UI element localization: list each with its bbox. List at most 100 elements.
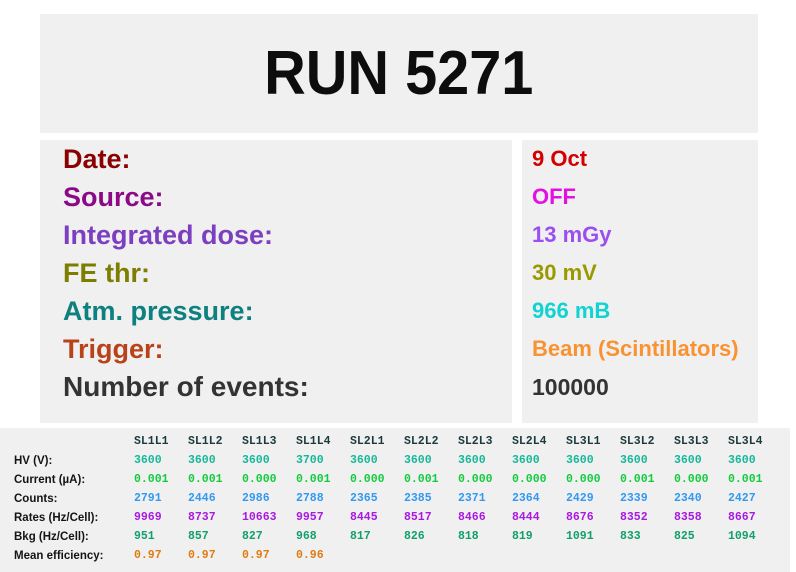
info-value-row-trigger: Beam (Scintillators) [532,330,758,368]
info-value-row-date: 9 Oct [532,140,758,178]
info-label-row-number-of-events: Number of events: [63,368,503,406]
table-cell-counts-sl2l4: 2364 [512,492,540,505]
table-cell-bkg-hz-cell-sl3l4: 1094 [728,530,756,543]
table-body: HV (V): 3600 3600 3600 3700 3600 3600 3600 3600 3… [14,451,782,565]
table-cell-bkg-hz-cell-sl1l3: 827 [242,530,263,543]
table-cell-bkg-hz-cell-sl2l2: 826 [404,530,425,543]
table-cell-rates-hz-cell-sl2l3: 8466 [458,511,486,524]
info-value-source: OFF [532,184,576,209]
table-row-label-mean-efficiency: Mean efficiency: [14,549,104,562]
table-cell-mean-efficiency-sl2l3 [458,546,512,565]
table-row-label-bkg-hz-cell: Bkg (Hz/Cell): [14,530,89,543]
table-cell-counts-sl3l1: 2429 [566,492,594,505]
table-cell-hv-v-sl3l2: 3600 [620,454,648,467]
table-cell-bkg-hz-cell-sl1l2: 857 [188,530,209,543]
info-value-row-fe-thr: 30 mV [532,254,758,292]
table-cell-current-a-sl1l1: 0.001 [134,473,169,486]
table-corner-cell [14,432,134,451]
info-value-row-integrated-dose: 13 mGy [532,216,758,254]
info-value-atm-pressure: 966 mB [532,298,611,323]
table-cell-mean-efficiency-sl3l1 [566,546,620,565]
table-column-header-sl2l2: SL2L2 [404,435,439,448]
table-cell-mean-efficiency-sl3l2 [620,546,674,565]
info-value-fe-thr: 30 mV [532,260,597,285]
table-cell-mean-efficiency-sl1l2: 0.97 [188,549,216,562]
table-cell-hv-v-sl1l2: 3600 [188,454,216,467]
table-cell-current-a-sl2l2: 0.001 [404,473,439,486]
table-cell-bkg-hz-cell-sl2l4: 819 [512,530,533,543]
table-cell-counts-sl2l2: 2385 [404,492,432,505]
table-cell-hv-v-sl3l1: 3600 [566,454,594,467]
table-cell-mean-efficiency-sl1l3: 0.97 [242,549,270,562]
table-cell-rates-hz-cell-sl1l3: 10663 [242,511,277,524]
table-cell-current-a-sl2l4: 0.000 [512,473,547,486]
info-value-date: 9 Oct [532,146,588,171]
table-column-header-sl1l3: SL1L3 [242,435,277,448]
info-label-trigger: Trigger: [63,333,164,364]
table-cell-counts-sl1l3: 2986 [242,492,270,505]
info-label-row-source: Source: [63,178,503,216]
table-cell-counts-sl1l2: 2446 [188,492,216,505]
table-cell-mean-efficiency-sl1l4: 0.96 [296,549,324,562]
table-cell-mean-efficiency-sl3l3 [674,546,728,565]
table-column-header-sl2l4: SL2L4 [512,435,547,448]
table-column-header-sl1l2: SL1L2 [188,435,223,448]
table-row: Mean efficiency: 0.97 0.97 0.97 0.96 [14,546,782,565]
table-cell-hv-v-sl1l1: 3600 [134,454,162,467]
channel-summary-table: SL1L1 SL1L2 SL1L3 SL1L4 SL2L1 SL2L2 SL2L3 SL2L4… [14,432,782,565]
table-cell-counts-sl2l3: 2371 [458,492,486,505]
info-label-row-fe-thr: FE thr: [63,254,503,292]
table-cell-hv-v-sl3l3: 3600 [674,454,702,467]
table-cell-current-a-sl3l2: 0.001 [620,473,655,486]
table-column-header-sl2l1: SL2L1 [350,435,385,448]
info-value-integrated-dose: 13 mGy [532,222,612,247]
table-cell-rates-hz-cell-sl3l1: 8676 [566,511,594,524]
table-cell-bkg-hz-cell-sl1l1: 951 [134,530,155,543]
table-cell-counts-sl3l3: 2340 [674,492,702,505]
table-cell-current-a-sl1l4: 0.001 [296,473,331,486]
table-cell-current-a-sl3l1: 0.000 [566,473,601,486]
table-cell-bkg-hz-cell-sl2l3: 818 [458,530,479,543]
info-label-atm-pressure: Atm. pressure: [63,295,254,326]
run-info-value-list: 9 Oct OFF 13 mGy 30 mV 966 mB Beam (Scintilla… [532,140,758,406]
table-cell-rates-hz-cell-sl2l2: 8517 [404,511,432,524]
table-row: Rates (Hz/Cell): 9969 8737 10663 9957 8445 851… [14,508,782,527]
table-cell-rates-hz-cell-sl2l4: 8444 [512,511,540,524]
page-title: RUN 5271 [264,38,534,108]
table-column-header-sl3l2: SL3L2 [620,435,655,448]
info-label-fe-thr: FE thr: [63,257,150,288]
table-cell-current-a-sl1l2: 0.001 [188,473,223,486]
table-cell-counts-sl2l1: 2365 [350,492,378,505]
table-cell-mean-efficiency-sl2l1 [350,546,404,565]
table-column-header-sl3l1: SL3L1 [566,435,601,448]
table-column-header-sl1l4: SL1L4 [296,435,331,448]
table-cell-current-a-sl3l4: 0.001 [728,473,763,486]
channel-summary-panel: SL1L1 SL1L2 SL1L3 SL1L4 SL2L1 SL2L2 SL2L3 SL2L4… [0,428,790,572]
info-label-number-of-events: Number of events: [63,371,309,402]
table-header: SL1L1 SL1L2 SL1L3 SL1L4 SL2L1 SL2L2 SL2L3 SL2L4… [14,432,782,451]
table-cell-hv-v-sl1l3: 3600 [242,454,270,467]
table-cell-rates-hz-cell-sl3l3: 8358 [674,511,702,524]
table-cell-current-a-sl2l1: 0.000 [350,473,385,486]
table-cell-hv-v-sl2l2: 3600 [404,454,432,467]
table-cell-bkg-hz-cell-sl2l1: 817 [350,530,371,543]
table-row-label-rates-hz-cell: Rates (Hz/Cell): [14,511,99,524]
table-column-header-sl2l3: SL2L3 [458,435,493,448]
info-label-row-date: Date: [63,140,503,178]
table-row: Current (µA): 0.001 0.001 0.000 0.001 0.000 0.… [14,470,782,489]
table-cell-bkg-hz-cell-sl3l2: 833 [620,530,641,543]
table-cell-rates-hz-cell-sl3l4: 8667 [728,511,756,524]
table-cell-bkg-hz-cell-sl3l3: 825 [674,530,695,543]
table-cell-hv-v-sl2l3: 3600 [458,454,486,467]
info-value-row-source: OFF [532,178,758,216]
table-cell-hv-v-sl3l4: 3600 [728,454,756,467]
table-cell-bkg-hz-cell-sl3l1: 1091 [566,530,594,543]
table-cell-rates-hz-cell-sl1l4: 9957 [296,511,324,524]
table-cell-current-a-sl1l3: 0.000 [242,473,277,486]
table-row: Counts: 2791 2446 2986 2788 2365 2385 2371 2364 2… [14,489,782,508]
info-value-trigger: Beam (Scintillators) [532,336,739,361]
run-info-values-panel: 9 Oct OFF 13 mGy 30 mV 966 mB Beam (Scintilla… [522,140,758,423]
info-label-source: Source: [63,181,164,212]
table-cell-mean-efficiency-sl2l4 [512,546,566,565]
table-cell-rates-hz-cell-sl2l1: 8445 [350,511,378,524]
